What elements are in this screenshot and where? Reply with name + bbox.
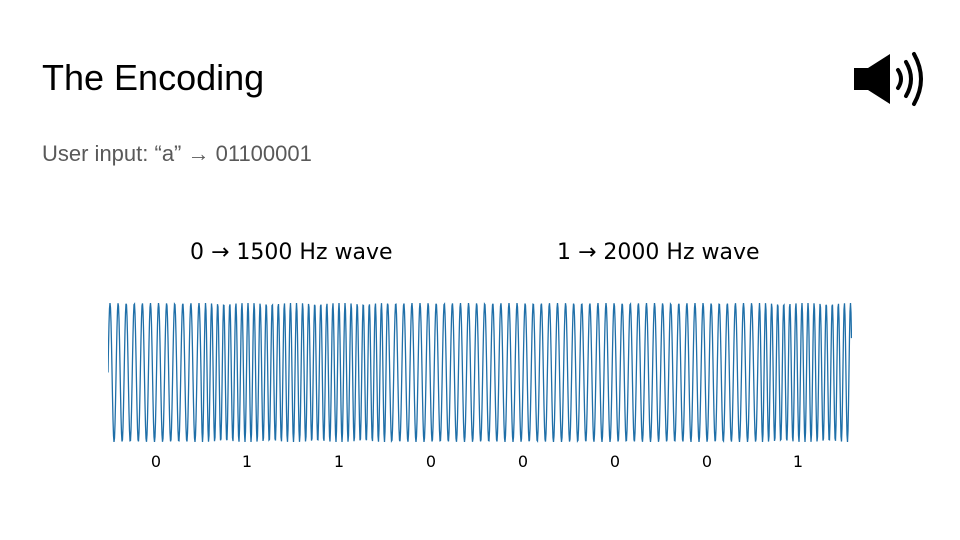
legend-zero-label: 0 → 1500 Hz wave	[190, 240, 393, 265]
sound-wave-large	[912, 52, 923, 106]
bit-label-4: 0	[517, 452, 529, 471]
user-input-subtitle: User input: “a” → 01100001	[42, 141, 312, 166]
fsk-waveform-chart	[108, 302, 852, 443]
speaker-cone	[854, 54, 890, 104]
bit-label-7: 1	[792, 452, 804, 471]
bit-label-6: 0	[701, 452, 713, 471]
bit-label-2: 1	[333, 452, 345, 471]
waveform-line	[108, 302, 852, 443]
sound-wave-small	[896, 68, 903, 90]
bit-label-3: 0	[425, 452, 437, 471]
legend-one-label: 1 → 2000 Hz wave	[557, 240, 760, 265]
bit-label-0: 0	[150, 452, 162, 471]
bit-label-5: 0	[609, 452, 621, 471]
bit-label-1: 1	[241, 452, 253, 471]
sound-wave-medium	[904, 60, 913, 98]
speaker-icon[interactable]	[852, 50, 928, 108]
slide-title: The Encoding	[42, 57, 265, 98]
